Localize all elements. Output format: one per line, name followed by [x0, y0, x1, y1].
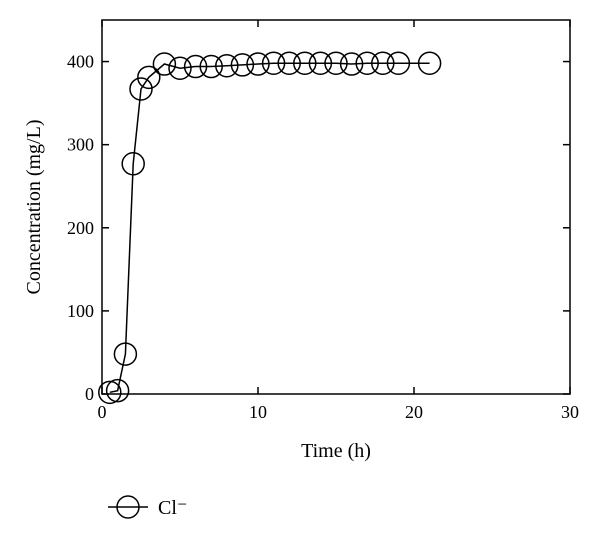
- series-line: [109, 62, 430, 394]
- data-point: [215, 53, 239, 78]
- data-point: [113, 342, 138, 366]
- data-point: [105, 378, 130, 403]
- x-axis: 0 10 20 30: [98, 20, 579, 422]
- data-point: [308, 51, 333, 75]
- x-tick-label: 30: [561, 402, 579, 422]
- data-point: [261, 51, 286, 75]
- data-point: [293, 51, 317, 75]
- data-point: [152, 52, 177, 76]
- data-point: [199, 54, 223, 79]
- data-point: [386, 51, 411, 75]
- y-tick-label: 300: [67, 135, 94, 155]
- x-axis-label: Time (h): [301, 440, 371, 462]
- y-axis: 0 100 200 300 400: [67, 52, 570, 404]
- y-tick-label: 400: [67, 52, 94, 72]
- data-point: [98, 380, 122, 405]
- data-point: [324, 51, 348, 75]
- plot-area: [101, 19, 571, 395]
- data-point: [230, 53, 255, 77]
- data-point: [417, 51, 442, 75]
- data-point: [371, 51, 395, 75]
- legend: Cl⁻: [108, 495, 187, 519]
- data-point: [277, 51, 301, 75]
- data-point: [129, 77, 153, 101]
- data-point: [339, 52, 364, 76]
- data-point: [355, 51, 379, 75]
- data-point: [246, 52, 270, 76]
- x-tick-label: 0: [98, 402, 107, 422]
- y-tick-label: 100: [67, 301, 94, 321]
- y-tick-label: 0: [85, 384, 94, 404]
- series: [98, 51, 442, 405]
- data-point: [137, 65, 161, 90]
- data-point: [168, 56, 192, 80]
- data-point: [183, 54, 208, 79]
- plot-frame: [101, 19, 571, 395]
- x-tick-label: 10: [249, 402, 267, 422]
- x-tick-label: 20: [405, 402, 423, 422]
- legend-label: Cl⁻: [158, 497, 187, 519]
- y-axis-label: Concentration (mg/L): [23, 120, 45, 295]
- y-tick-label: 200: [67, 218, 94, 238]
- legend-marker: [116, 495, 140, 519]
- data-point: [121, 152, 145, 176]
